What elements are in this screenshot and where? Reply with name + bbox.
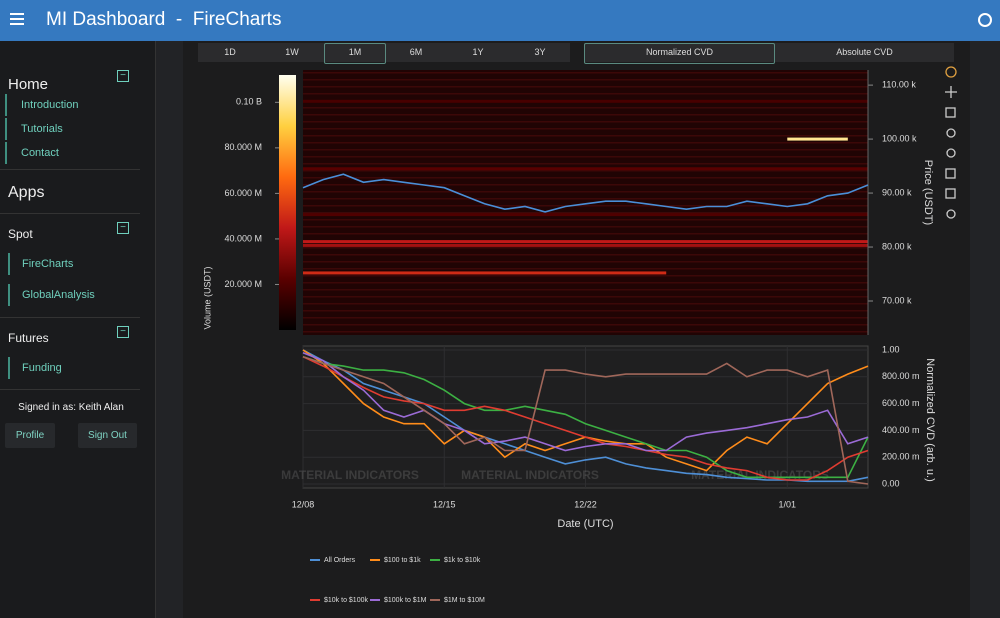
- nav-link[interactable]: Contact: [5, 142, 59, 164]
- y-axis-title: Price (USDT): [922, 160, 934, 225]
- section-title: Home: [8, 76, 49, 93]
- nav-link[interactable]: Funding: [8, 357, 62, 379]
- section-title: Apps: [8, 184, 45, 201]
- heatmap-level: [303, 240, 868, 244]
- legend-item[interactable]: All Orders: [310, 557, 356, 564]
- legend-label: $1M to $10M: [444, 597, 485, 604]
- cvd-line: [302, 349, 869, 483]
- nav-link[interactable]: Tutorials: [5, 118, 63, 140]
- y-tick-label: 0.00: [882, 478, 900, 488]
- legend-label: All Orders: [324, 557, 356, 564]
- header: MI Dashboard - FireCharts: [0, 0, 1000, 41]
- colorbar-tick-label: 80.000 M: [224, 142, 262, 152]
- nav-link[interactable]: GlobalAnalysis: [8, 284, 95, 306]
- legend-item[interactable]: $100k to $1M: [370, 597, 427, 604]
- heatmap-level: [303, 213, 868, 217]
- menu-icon[interactable]: [10, 13, 26, 27]
- x-tick-label: 12/08: [292, 499, 315, 509]
- y-tick-label: 400.00 m: [882, 425, 920, 435]
- signout-button[interactable]: Sign Out: [78, 423, 137, 448]
- hover-icon[interactable]: [945, 188, 956, 199]
- settings-icon[interactable]: [946, 209, 956, 219]
- x-tick-label: 1/01: [779, 499, 797, 509]
- y-tick-label: 600.00 m: [882, 398, 920, 408]
- heatmap-level: [303, 271, 667, 275]
- nav-link[interactable]: Introduction: [5, 94, 78, 116]
- nav-link[interactable]: FireCharts: [8, 253, 73, 275]
- autoscale-icon[interactable]: [946, 128, 956, 138]
- y-tick-label: 110.00 k: [882, 79, 916, 89]
- x-axis-title: Date (UTC): [557, 518, 613, 530]
- zoom-icon[interactable]: [945, 107, 956, 118]
- group-title: Futures: [8, 331, 49, 345]
- cvd-line: [302, 355, 869, 481]
- sidebar: Home − Introduction Tutorials Contact Ap…: [0, 41, 156, 618]
- group-title: Spot: [8, 227, 33, 241]
- user-label: Signed in as: Keith Alan: [18, 402, 124, 413]
- profile-button[interactable]: Profile: [5, 423, 55, 448]
- colorbar-tick-label: 40.000 M: [224, 233, 262, 243]
- colorbar-tick-label: 60.000 M: [224, 188, 262, 198]
- x-tick-label: 12/22: [574, 499, 597, 509]
- legend-label: $1k to $10k: [444, 557, 481, 564]
- legend-label: $100 to $1k: [384, 557, 421, 564]
- legend-item[interactable]: $1M to $10M: [430, 597, 485, 604]
- range-button[interactable]: 1D: [224, 47, 236, 57]
- status-icon[interactable]: [977, 12, 993, 28]
- range-button[interactable]: 1M: [324, 43, 386, 64]
- download-icon[interactable]: [945, 168, 956, 179]
- mode-button[interactable]: Absolute CVD: [836, 47, 893, 57]
- legend-label: $10k to $100k: [324, 597, 368, 604]
- legend-item[interactable]: $100 to $1k: [370, 557, 421, 564]
- colorbar: [279, 75, 296, 330]
- colorbar-tick-label: 0.10 B: [236, 97, 262, 107]
- range-button[interactable]: 3Y: [534, 47, 546, 57]
- watermark: MATERIAL INDICATORS: [281, 468, 419, 482]
- x-tick-label: 12/15: [433, 499, 456, 509]
- reset-icon[interactable]: [946, 148, 956, 158]
- watermark: MATERIAL INDICATORS: [461, 468, 599, 482]
- price-line: [302, 173, 869, 213]
- range-button[interactable]: 1Y: [472, 47, 484, 57]
- legend-label: $100k to $1M: [384, 597, 427, 604]
- y-tick-label: 100.00 k: [882, 133, 917, 143]
- mode-bar: Normalized CVD Absolute CVD: [584, 43, 954, 64]
- y-tick-label: 800.00 m: [882, 371, 920, 381]
- colorbar-title: Volume (USDT): [202, 266, 212, 329]
- heatmap-level: [303, 167, 868, 171]
- range-button[interactable]: 1W: [285, 47, 299, 57]
- legend-item[interactable]: $1k to $10k: [430, 557, 481, 564]
- mode-button[interactable]: Normalized CVD: [584, 43, 775, 64]
- cvd-line: [302, 355, 869, 479]
- heatmap-level: [303, 243, 868, 247]
- cvd-line: [302, 351, 869, 452]
- colorbar-tick-label: 20.000 M: [224, 279, 262, 289]
- y-axis-title: Normalized CVD (arb. u.): [924, 358, 936, 481]
- collapse-button[interactable]: −: [117, 70, 129, 82]
- collapse-button[interactable]: −: [117, 326, 129, 338]
- heatmap-bg: [303, 70, 868, 335]
- pan-icon[interactable]: [945, 86, 957, 98]
- legend-item[interactable]: $10k to $100k: [310, 597, 368, 604]
- y-tick-label: 200.00 m: [882, 452, 920, 462]
- y-tick-label: 70.00 k: [882, 295, 912, 305]
- range-bar: 1D 1W 1M 6M 1Y 3Y: [198, 43, 570, 64]
- y-tick-label: 90.00 k: [882, 187, 912, 197]
- collapse-button[interactable]: −: [117, 222, 129, 234]
- heatmap-level: [303, 99, 868, 103]
- logo-icon: [945, 66, 957, 78]
- range-button[interactable]: 6M: [409, 47, 423, 57]
- y-tick-label: 80.00 k: [882, 241, 912, 251]
- app-title: MI Dashboard - FireCharts: [46, 9, 282, 30]
- modebar-icons: [945, 66, 957, 219]
- cvd-line: [302, 355, 869, 485]
- y-tick-label: 1.00: [882, 344, 900, 354]
- heatmap-level: [787, 137, 848, 141]
